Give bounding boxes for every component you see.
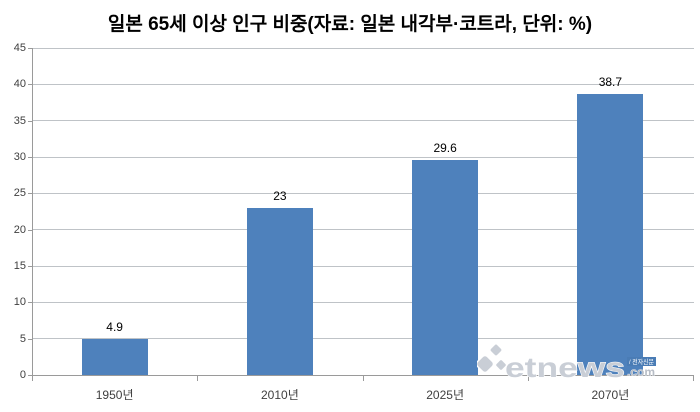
y-axis-label: 35	[13, 114, 26, 127]
y-axis-tick	[28, 120, 32, 122]
bar-2010년	[246, 207, 313, 375]
y-axis-label: 25	[13, 187, 26, 200]
y-gridline	[33, 229, 694, 231]
y-axis-tick	[28, 84, 32, 86]
bar-2025년	[412, 159, 479, 375]
bar-1950년	[81, 339, 148, 375]
x-axis-label: 2070년	[591, 388, 630, 402]
y-gridline	[33, 47, 694, 49]
bar-2070년	[577, 93, 644, 375]
y-axis-tick	[28, 193, 32, 195]
y-axis-tick	[28, 266, 32, 267]
x-axis-tick	[693, 376, 694, 381]
y-axis-label: 30	[13, 151, 26, 163]
y-axis-label: 10	[13, 296, 26, 309]
etnews-badge-text: / 전자신문	[629, 357, 654, 366]
y-gridline	[33, 83, 694, 85]
y-axis-label: 20	[13, 223, 26, 236]
y-gridline	[33, 265, 694, 267]
etnews-badge-background	[627, 357, 656, 366]
y-axis-tick	[28, 229, 32, 231]
y-axis-label: 40	[13, 78, 26, 91]
y-gridline	[33, 301, 694, 303]
y-gridline	[33, 192, 694, 194]
y-axis-label: 15	[13, 260, 26, 272]
x-axis-tick	[527, 376, 529, 381]
y-axis-tick	[28, 302, 32, 304]
y-gridline	[33, 338, 694, 340]
bar-value-label: 29.6	[433, 140, 457, 155]
y-gridline	[33, 156, 694, 158]
x-axis-tick	[32, 376, 33, 381]
y-axis-label: 45	[13, 42, 26, 54]
x-axis-label: 1950년	[95, 388, 134, 402]
y-axis-label: 0	[19, 369, 26, 381]
x-axis-label: 2010년	[261, 388, 299, 402]
x-axis-tick	[197, 376, 199, 381]
y-axis-label: 5	[19, 332, 26, 345]
x-axis-tick	[362, 376, 364, 381]
etnews-brand-text: etnews	[505, 352, 625, 383]
bar-value-label: 23	[273, 188, 287, 203]
bar-value-label: 4.9	[106, 320, 123, 335]
y-axis-tick	[28, 48, 32, 49]
y-axis-tick	[28, 157, 32, 158]
x-axis-label: 2025년	[426, 388, 464, 402]
bar-value-label: 38.7	[598, 74, 623, 89]
etnews-logo-icon	[477, 343, 508, 374]
y-axis-tick	[28, 338, 32, 340]
chart-title: 일본 65세 이상 인구 비중(자료: 일본 내각부·코트라, 단위: %)	[107, 14, 593, 35]
etnews-suffix-text: .com	[627, 365, 655, 379]
y-axis-tick	[28, 375, 32, 376]
etnews-watermark-logo: etnews / 전자신문 .com	[477, 343, 656, 384]
plot-area	[32, 47, 694, 376]
y-gridline	[33, 120, 694, 122]
